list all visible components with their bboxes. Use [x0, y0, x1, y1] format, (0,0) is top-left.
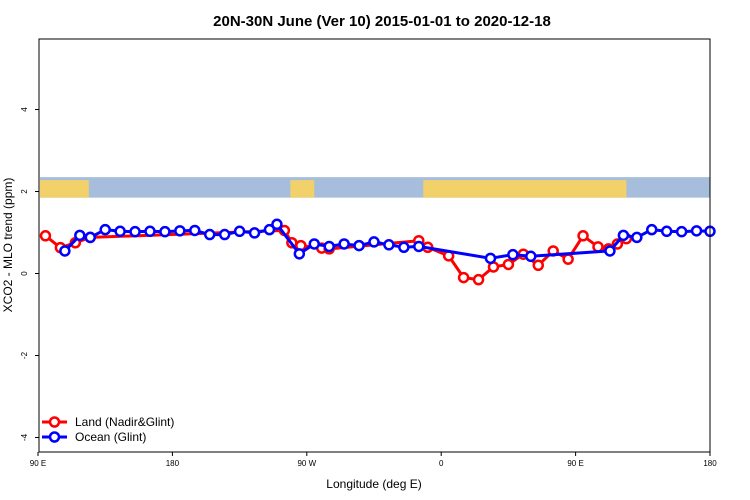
point-land-15	[502, 258, 515, 271]
axis-ticks: 90 E 180 90 W 0 90 E 180 -4 -2 0 2 4	[20, 107, 717, 468]
map-land-0	[40, 180, 89, 198]
x-tick-label-2: 90 W	[297, 459, 316, 468]
point-ocean-28	[604, 245, 616, 257]
point-ocean-15	[271, 218, 283, 231]
point-ocean-22	[383, 239, 395, 251]
y-tick-label-4: 4	[20, 107, 29, 112]
point-ocean-7	[159, 225, 171, 238]
point-ocean-33	[675, 225, 688, 238]
point-ocean-12	[233, 225, 246, 238]
point-land-0	[39, 230, 52, 242]
point-ocean-4	[114, 225, 126, 238]
point-ocean-11	[218, 228, 231, 241]
legend-marker-ocean	[48, 431, 61, 443]
point-ocean-34	[690, 225, 703, 237]
y-tick-label-3: 2	[20, 189, 29, 194]
legend-marker-land	[48, 416, 61, 428]
x-tick-label-1: 180	[166, 459, 180, 468]
x-tick-label-5: 180	[703, 459, 717, 468]
y-tick-label-1: -2	[20, 351, 29, 359]
point-ocean-27	[525, 250, 537, 263]
point-ocean-18	[323, 240, 335, 253]
point-ocean-20	[353, 239, 365, 252]
point-ocean-5	[129, 225, 141, 238]
point-ocean-21	[368, 236, 380, 248]
legend: Land (Nadir&Glint) Ocean (Glint)	[42, 415, 174, 444]
point-ocean-25	[484, 252, 497, 265]
point-ocean-31	[646, 223, 658, 236]
point-ocean-16	[293, 248, 306, 260]
point-ocean-14	[263, 223, 276, 236]
point-ocean-6	[144, 225, 156, 238]
legend-label-land: Land (Nadir&Glint)	[75, 415, 174, 429]
point-ocean-19	[338, 238, 350, 250]
y-tick-label-0: -4	[20, 433, 29, 441]
map-land-2	[423, 180, 627, 198]
point-land-17	[532, 259, 545, 272]
point-ocean-0	[59, 245, 71, 257]
map-land-1	[290, 180, 315, 198]
plot-frame	[38, 38, 711, 453]
map-band	[40, 177, 710, 198]
legend-label-ocean: Ocean (Glint)	[75, 430, 146, 444]
point-ocean-29	[617, 229, 630, 242]
point-ocean-17	[308, 238, 321, 250]
x-axis-label: Longitude (deg E)	[326, 477, 421, 491]
y-tick-label-2: 0	[20, 271, 29, 276]
point-ocean-2	[84, 231, 97, 244]
series-layer	[39, 218, 716, 286]
point-ocean-1	[74, 229, 86, 242]
point-ocean-8	[174, 225, 186, 237]
point-ocean-32	[660, 225, 673, 238]
point-ocean-13	[248, 227, 261, 239]
point-ocean-26	[507, 248, 519, 261]
point-ocean-23	[398, 241, 410, 254]
x-tick-label-0: 90 E	[30, 459, 46, 468]
y-axis-label: XCO2 - MLO trend (ppm)	[1, 178, 15, 313]
point-ocean-30	[631, 231, 643, 244]
x-tick-label-3: 0	[439, 459, 444, 468]
point-ocean-9	[189, 224, 201, 237]
chart-title: 20N-30N June (Ver 10) 2015-01-01 to 2020…	[213, 13, 551, 30]
x-tick-label-4: 90 E	[567, 459, 583, 468]
point-ocean-10	[203, 228, 216, 241]
point-land-19	[562, 253, 574, 265]
point-ocean-24	[413, 240, 425, 253]
point-land-13	[472, 273, 485, 286]
point-ocean-3	[99, 223, 111, 236]
point-land-12	[457, 271, 470, 284]
point-land-20	[577, 230, 589, 242]
